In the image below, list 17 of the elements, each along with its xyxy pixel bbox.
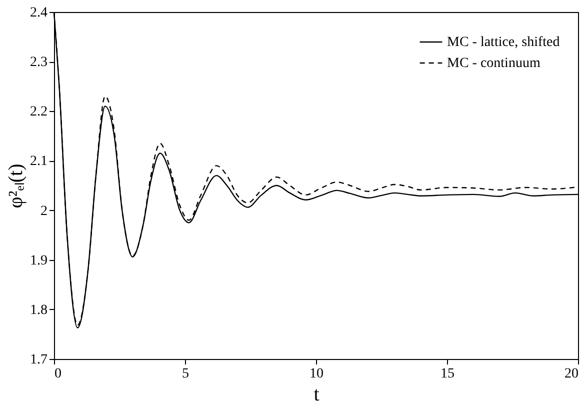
y-tick-label: 1.8 — [30, 302, 48, 318]
legend-label: MC - lattice, shifted — [447, 35, 560, 50]
y-tick-label: 2 — [40, 204, 48, 219]
x-axis-title: t — [314, 384, 320, 406]
y-tick-label: 2.1 — [30, 154, 48, 170]
x-tick-label: 20 — [564, 366, 578, 382]
y-tick-label: 1.7 — [30, 352, 48, 368]
x-tick-label: 0 — [54, 366, 62, 382]
y-axis-title: φ²ₑₗ(t) — [5, 164, 27, 208]
legend-label: MC - continuum — [447, 56, 540, 71]
x-tick-label: 10 — [310, 366, 324, 382]
y-tick-label: 2.3 — [30, 55, 48, 70]
y-tick-label: 2.4 — [30, 6, 48, 20]
y-tick-label: 2.2 — [30, 104, 48, 120]
x-tick-label: 5 — [182, 366, 189, 382]
y-tick-label: 1.9 — [30, 253, 48, 268]
x-tick-label: 15 — [440, 366, 454, 382]
